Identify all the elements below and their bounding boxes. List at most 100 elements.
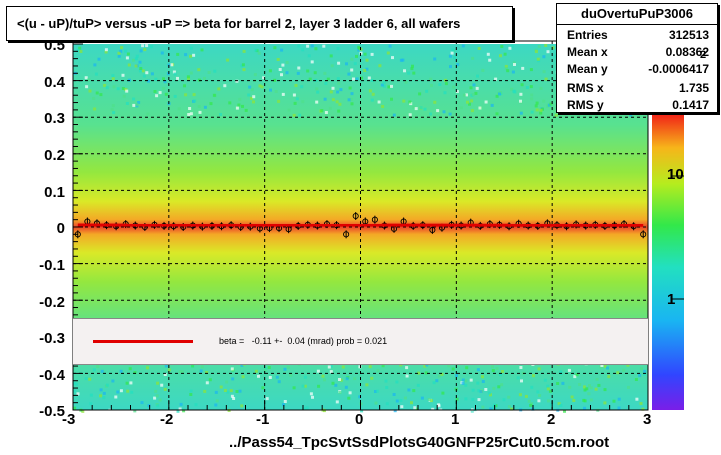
heatmap-cell [498, 373, 502, 377]
heatmap-cell [285, 71, 289, 75]
heatmap-cell [219, 385, 223, 389]
heatmap-cell [141, 44, 145, 48]
heatmap-cell [81, 409, 85, 413]
heatmap-cell [273, 46, 277, 50]
heatmap-cell [183, 84, 186, 88]
heatmap-cell [237, 103, 241, 107]
heatmap-cell [429, 77, 433, 81]
heatmap-cell [350, 102, 354, 106]
heatmap-cell [329, 54, 333, 58]
heatmap-cell [501, 370, 504, 373]
heatmap-cell [465, 366, 469, 370]
heatmap-cell [163, 387, 167, 391]
heatmap-cell [548, 389, 552, 393]
heatmap-cell [189, 389, 193, 393]
heatmap-cell [306, 69, 310, 73]
heatmap-cell [296, 71, 300, 75]
heatmap-cell [551, 46, 555, 50]
heatmap-cell [73, 381, 77, 385]
heatmap-cell [534, 104, 538, 108]
heatmap-cell [189, 54, 193, 58]
heatmap-cell [252, 100, 255, 104]
heatmap-cell [223, 84, 227, 88]
heatmap-cell [209, 102, 213, 106]
heatmap-cell [73, 406, 77, 410]
heatmap-cell [335, 400, 339, 404]
heatmap-cell [268, 376, 272, 379]
chart-title: <(u - uP)/tuP> versus -uP => beta for ba… [17, 16, 461, 31]
heatmap-cell [344, 385, 348, 389]
heatmap-cell [231, 377, 235, 381]
stats-row-entries: Entries 312513 [567, 28, 709, 42]
heatmap-cell [112, 111, 116, 114]
heatmap-cell [643, 369, 647, 373]
fit-legend-line [93, 340, 193, 343]
heatmap-cell [438, 83, 442, 86]
heatmap-cell [370, 79, 374, 82]
heatmap-cell [275, 375, 279, 379]
heatmap-cell [307, 54, 311, 58]
heatmap-cell [546, 50, 550, 54]
heatmap-cell [382, 81, 386, 85]
heatmap-cell [436, 109, 440, 113]
heatmap-cell [543, 378, 547, 382]
heatmap-cell [139, 67, 143, 70]
heatmap-cell [353, 62, 357, 66]
profile-point [371, 216, 378, 223]
heatmap-cell [337, 109, 341, 113]
heatmap-cell [530, 110, 534, 114]
heatmap-cell [498, 92, 501, 96]
heatmap-cell [238, 389, 242, 393]
heatmap-cell [84, 76, 88, 80]
heatmap-cell [125, 381, 129, 385]
heatmap-cell [470, 109, 474, 113]
heatmap-cell [338, 391, 342, 394]
heatmap-cell [597, 383, 601, 387]
heatmap-cell [567, 368, 571, 372]
heatmap-cell [507, 405, 511, 409]
heatmap-cell [139, 49, 143, 53]
heatmap-cell [448, 54, 452, 58]
heatmap-cell [336, 47, 340, 51]
heatmap-cell [432, 381, 436, 385]
heatmap-cell [292, 93, 296, 97]
heatmap-cell [316, 90, 320, 94]
heatmap-cell [476, 368, 480, 372]
heatmap-cell [297, 66, 301, 70]
heatmap-cell [163, 373, 167, 376]
heatmap-cell [484, 100, 488, 104]
heatmap-cell [100, 369, 104, 373]
heatmap-cell [495, 94, 499, 98]
heatmap-cell [283, 400, 287, 403]
heatmap-cell [585, 387, 589, 391]
heatmap-cell [261, 386, 265, 390]
heatmap-cell [305, 406, 309, 410]
heatmap-cell [464, 379, 468, 383]
heatmap-cell [205, 371, 209, 374]
heatmap-cell [451, 48, 455, 52]
heatmap-cell [124, 88, 128, 91]
heatmap-cell [300, 85, 304, 89]
heatmap-cell [138, 69, 142, 73]
heatmap-cell [459, 106, 463, 110]
heatmap-cell [504, 64, 508, 68]
x-tick-label: -3 [62, 411, 76, 428]
heatmap-cell [417, 371, 421, 375]
heatmap-cell [320, 109, 324, 113]
heatmap-cell [117, 54, 121, 58]
heatmap-cell [193, 99, 197, 103]
heatmap-cell [435, 379, 439, 383]
heatmap-cell [549, 102, 553, 106]
heatmap-cell [363, 69, 367, 72]
heatmap-cell [252, 95, 256, 99]
heatmap-cell [448, 112, 452, 116]
heatmap-cell [583, 385, 586, 389]
heatmap-cell [200, 365, 204, 369]
heatmap-cell [492, 386, 496, 390]
heatmap-cell [235, 106, 239, 110]
heatmap-cell [226, 58, 230, 62]
heatmap-cell [301, 384, 305, 388]
heatmap-cell [330, 64, 334, 68]
stats-row-rms-x: RMS x 1.735 [567, 81, 709, 95]
heatmap-cell [164, 92, 168, 96]
